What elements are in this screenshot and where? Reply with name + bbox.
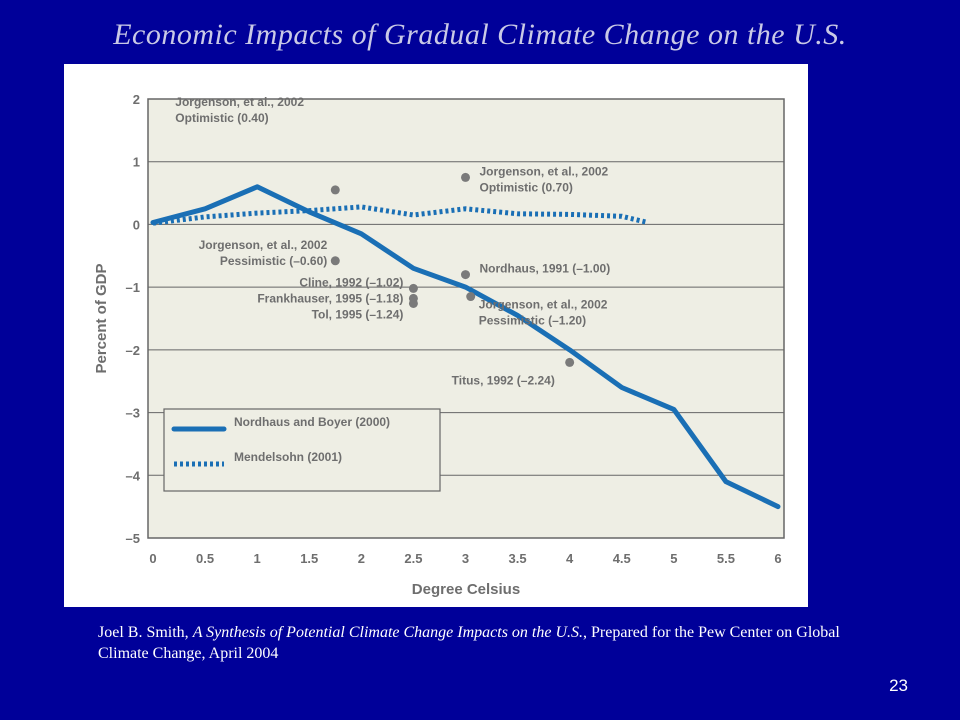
y-tick-label: –5 (126, 531, 140, 546)
y-tick-label: –1 (126, 280, 140, 295)
annotation-label: Cline, 1992 (–1.02) (299, 275, 403, 289)
x-axis-title: Degree Celsius (412, 581, 520, 598)
annotation-label: Jorgenson, et al., 2002 (199, 238, 328, 252)
x-tick-label: 0 (149, 551, 156, 566)
y-tick-label: 0 (133, 217, 140, 232)
annotation-label: Frankhauser, 1995 (–1.18) (257, 291, 403, 305)
x-tick-label: 3.5 (509, 551, 527, 566)
x-tick-label: 5 (670, 551, 677, 566)
y-tick-label: –2 (126, 343, 140, 358)
legend-box (163, 408, 441, 492)
x-tick-label: 2 (358, 551, 365, 566)
annotation-point (461, 172, 470, 182)
annotation-point (330, 256, 340, 266)
x-tick-label: 2.5 (404, 551, 422, 566)
annotation-label: Optimistic (0.70) (480, 180, 573, 194)
series-line-1 (150, 184, 781, 510)
legend-label-1: Nordhaus and Boyer (2000) (234, 415, 390, 429)
annotation-label: Jorgenson, et al., 2002 (480, 164, 609, 178)
annotation-label: Nordhaus, 1991 (–1.00) (480, 262, 611, 276)
x-tick-label: 5.5 (717, 551, 735, 566)
chart-panel: 2 1 0 –1 –2 –3 –4 –5 0 0.5 1 1.5 2 2.5 3 3.5 4 4.5 5 5.5 6 De… (64, 64, 808, 607)
annotation-point (565, 357, 575, 367)
annotation-label: Optimistic (0.40) (175, 111, 268, 125)
y-tick-label: 1 (133, 155, 140, 170)
x-tick-label: 4.5 (613, 551, 631, 566)
citation-author: Joel B. Smith, (98, 624, 193, 641)
annotation-label: Pessimistic (–0.60) (220, 254, 327, 268)
annotation-label: Titus, 1992 (–2.24) (452, 373, 555, 387)
page-number: 23 (889, 676, 908, 695)
legend-label-2: Mendelsohn (2001) (234, 450, 342, 464)
annotation-point (466, 292, 476, 302)
annotation-label: Pessimistic (–1.20) (479, 314, 586, 328)
x-tick-label: 3 (462, 551, 469, 566)
y-tick-label: –4 (126, 468, 141, 483)
y-tick-label: 2 (133, 92, 140, 107)
annotation-point (461, 270, 470, 280)
y-tick-label: –3 (126, 406, 140, 421)
annotation-label: Jorgenson, et al., 2002 (479, 298, 608, 312)
x-tick-label: 6 (774, 551, 781, 566)
y-axis-title: Percent of GDP (93, 263, 110, 373)
citation-rest: , Prepared for the Pew Center on Global … (98, 624, 840, 662)
x-tick-label: 1.5 (300, 551, 318, 566)
chart-svg: 2 1 0 –1 –2 –3 –4 –5 0 0.5 1 1.5 2 2.5 3 3.5 4 4.5 5 5.5 6 De… (93, 92, 785, 598)
annotation-label: Tol, 1995 (–1.24) (312, 307, 404, 321)
annotation-label: Jorgenson, et al., 2002 (175, 95, 304, 109)
citation: Joel B. Smith, A Synthesis of Potential … (98, 622, 878, 664)
annotation-point (408, 298, 418, 308)
slide-title: Economic Impacts of Gradual Climate Chan… (113, 18, 847, 51)
annotation-point (330, 185, 340, 195)
citation-title: A Synthesis of Potential Climate Change … (192, 624, 584, 641)
x-tick-label: 4 (566, 551, 574, 566)
x-tick-label: 0.5 (196, 551, 214, 566)
annotation-point (408, 283, 418, 293)
x-tick-label: 1 (254, 551, 261, 566)
